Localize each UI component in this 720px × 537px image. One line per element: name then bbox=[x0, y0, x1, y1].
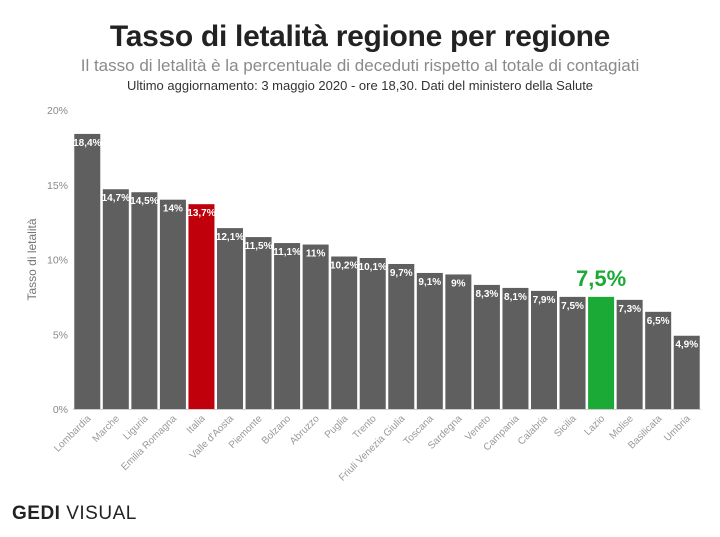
y-tick-label: 15% bbox=[47, 180, 68, 192]
y-tick-label: 10% bbox=[47, 255, 68, 267]
bar-friuli-venezia-giulia bbox=[388, 263, 415, 409]
bar-emilia-romagna bbox=[159, 199, 186, 409]
data-label: 18,4% bbox=[73, 138, 101, 149]
data-label: 11% bbox=[306, 249, 326, 260]
y-tick-label: 0% bbox=[53, 404, 68, 416]
data-label-lazio: 7,5% bbox=[576, 266, 626, 291]
data-label: 10,1% bbox=[359, 262, 387, 273]
bar-campania bbox=[502, 287, 529, 409]
data-label: 13,7% bbox=[187, 208, 215, 219]
bar-bolzano bbox=[274, 243, 301, 409]
bar-molise bbox=[616, 299, 643, 409]
x-tick-label: Calabria bbox=[516, 413, 550, 447]
data-label: 14,7% bbox=[102, 193, 130, 204]
bar-trento bbox=[359, 258, 386, 409]
y-axis-label: Tasso di letalità bbox=[25, 218, 39, 300]
data-label: 9% bbox=[451, 278, 466, 289]
bar-lombardia bbox=[74, 133, 101, 410]
x-tick-label: Marche bbox=[91, 413, 123, 445]
x-tick-label: Puglia bbox=[323, 413, 351, 441]
x-tick-label: Sicilia bbox=[552, 413, 579, 440]
x-tick-label: Bolzano bbox=[260, 413, 294, 447]
bar-liguria bbox=[131, 192, 158, 409]
bar-toscana bbox=[416, 272, 443, 409]
x-tick-label: Umbria bbox=[662, 413, 693, 444]
data-label: 9,7% bbox=[390, 268, 413, 279]
bar-marche bbox=[102, 189, 129, 409]
logo-brand: GEDI bbox=[12, 503, 61, 524]
data-label: 4,9% bbox=[675, 340, 698, 351]
bar-umbria bbox=[673, 335, 700, 409]
bar-basilicata bbox=[645, 311, 672, 409]
data-label: 11,1% bbox=[273, 247, 301, 258]
data-label: 9,1% bbox=[418, 277, 441, 288]
data-label: 10,2% bbox=[330, 261, 358, 272]
bar-calabria bbox=[531, 290, 557, 409]
data-label: 7,9% bbox=[533, 295, 556, 306]
gedi-visual-logo: GEDI VISUAL bbox=[12, 503, 137, 525]
bar-sicilia bbox=[559, 296, 586, 409]
data-label: 7,3% bbox=[618, 304, 641, 315]
data-label: 8,1% bbox=[504, 292, 527, 303]
data-label: 6,5% bbox=[647, 316, 670, 327]
x-tick-label: Italia bbox=[185, 413, 208, 436]
data-label: 7,5% bbox=[561, 301, 584, 312]
bar-veneto bbox=[473, 284, 500, 409]
data-label: 8,3% bbox=[476, 289, 499, 300]
bar-piemonte bbox=[245, 237, 272, 409]
logo-suffix: VISUAL bbox=[66, 503, 137, 524]
bar-valle-d-aosta bbox=[217, 228, 243, 409]
data-label: 14,5% bbox=[130, 196, 158, 207]
bar-puglia bbox=[331, 256, 358, 409]
bar-abruzzo bbox=[302, 244, 329, 409]
bar-sardegna bbox=[445, 274, 472, 409]
chart-subtitle: Il tasso di letalità è la percentuale di… bbox=[80, 56, 640, 75]
bar-lazio bbox=[588, 296, 615, 409]
update-note: Ultimo aggiornamento: 3 maggio 2020 - or… bbox=[126, 78, 594, 93]
chart-title: Tasso di letalità regione per regione bbox=[109, 20, 611, 53]
y-tick-label: 5% bbox=[53, 329, 68, 341]
data-label: 14% bbox=[163, 204, 183, 215]
x-tick-label: Abruzzo bbox=[288, 413, 322, 447]
bar-italia bbox=[188, 204, 215, 409]
data-label: 11,5% bbox=[245, 241, 273, 252]
x-tick-label: Lazio bbox=[583, 413, 608, 438]
x-tick-label: Lombardia bbox=[52, 413, 93, 454]
y-tick-label: 20% bbox=[47, 105, 68, 117]
data-label: 12,1% bbox=[216, 232, 244, 243]
